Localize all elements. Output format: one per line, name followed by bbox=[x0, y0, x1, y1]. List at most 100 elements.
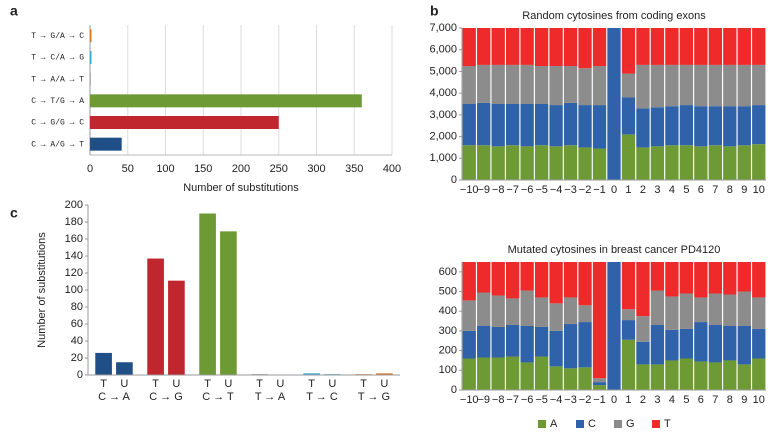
bar-segment bbox=[477, 145, 491, 180]
bar-segment bbox=[621, 73, 636, 98]
bar-segment bbox=[578, 68, 592, 106]
series-label: U bbox=[172, 378, 180, 390]
x-tick-label: −5 bbox=[535, 394, 548, 406]
bar-segment bbox=[694, 361, 708, 390]
bar-segment bbox=[506, 145, 520, 180]
bar-segment bbox=[737, 106, 751, 146]
x-tick-label: 0 bbox=[611, 184, 617, 196]
bar-segment bbox=[708, 28, 722, 65]
bar-segment bbox=[491, 64, 505, 104]
bar-segment bbox=[723, 294, 737, 326]
bar-segment bbox=[563, 297, 578, 325]
chart-title: Mutated cytosines in breast cancer PD412… bbox=[508, 244, 721, 256]
bar bbox=[303, 373, 320, 375]
x-tick-label: 0 bbox=[87, 163, 93, 175]
bar-segment bbox=[737, 145, 751, 180]
bar-segment bbox=[534, 297, 549, 327]
bar-segment bbox=[708, 262, 722, 294]
x-tick-label: 0 bbox=[611, 394, 617, 406]
x-tick-label: 150 bbox=[194, 163, 212, 175]
x-tick-label: −9 bbox=[477, 184, 490, 196]
bar-segment bbox=[694, 322, 708, 362]
bar-segment bbox=[723, 360, 737, 390]
bar-segment bbox=[506, 104, 520, 146]
bar-segment bbox=[636, 28, 650, 65]
bar-segment bbox=[462, 66, 476, 104]
y-tick-label: 600 bbox=[439, 266, 457, 278]
bar-segment bbox=[752, 105, 766, 145]
x-tick-label: 2 bbox=[640, 184, 646, 196]
bar-segment bbox=[491, 295, 505, 327]
bar-segment bbox=[506, 298, 520, 326]
y-tick-label: 100 bbox=[65, 284, 83, 296]
legend-label: C bbox=[588, 418, 596, 430]
y-tick-label: 2,000 bbox=[429, 130, 457, 142]
bar-segment bbox=[462, 358, 476, 390]
bar-segment bbox=[592, 262, 607, 379]
x-tick-label: −6 bbox=[521, 394, 534, 406]
bar-segment bbox=[650, 64, 665, 108]
bar-segment bbox=[520, 290, 534, 326]
bar-segment bbox=[549, 330, 563, 367]
bar-segment bbox=[520, 326, 534, 363]
bar-segment bbox=[636, 341, 650, 365]
x-tick-label: −9 bbox=[477, 394, 490, 406]
bar-segment bbox=[549, 366, 563, 390]
bar-segment bbox=[621, 320, 636, 340]
y-tick-label: 200 bbox=[65, 199, 83, 211]
series-label: T bbox=[360, 378, 367, 390]
x-tick-label: −6 bbox=[521, 184, 534, 196]
x-tick-label: −7 bbox=[506, 394, 519, 406]
x-tick-label: 50 bbox=[122, 163, 134, 175]
legend-swatch bbox=[614, 420, 622, 428]
category-label: C → A/G → T bbox=[31, 140, 84, 149]
bar-segment bbox=[737, 262, 751, 292]
bar bbox=[90, 137, 122, 151]
category-label: C → T/G → A bbox=[31, 97, 84, 106]
bar bbox=[220, 231, 237, 375]
bar-segment bbox=[723, 106, 737, 147]
x-tick-label: C → T bbox=[202, 391, 234, 403]
bar-segment bbox=[723, 326, 737, 361]
legend-swatch bbox=[576, 420, 584, 428]
panel-label: b bbox=[430, 3, 439, 19]
bar-segment bbox=[665, 28, 679, 65]
bar-segment bbox=[694, 297, 708, 323]
bar-segment bbox=[462, 145, 476, 180]
y-tick-label: 5,000 bbox=[429, 65, 457, 77]
bar-segment bbox=[520, 146, 534, 180]
bar-segment bbox=[708, 362, 722, 390]
y-tick-label: 0 bbox=[451, 174, 457, 186]
bar-segment bbox=[563, 324, 578, 369]
x-tick-label: 9 bbox=[741, 394, 747, 406]
x-tick-label: C → A bbox=[98, 391, 130, 403]
bar-segment bbox=[650, 364, 665, 390]
bar-segment bbox=[491, 104, 505, 147]
panel-label: a bbox=[10, 3, 18, 19]
bar-segment bbox=[506, 262, 520, 299]
bar-segment bbox=[563, 28, 578, 66]
bar-segment bbox=[621, 28, 636, 74]
bar-segment bbox=[621, 309, 636, 321]
bar-segment bbox=[520, 28, 534, 65]
x-tick-label: −5 bbox=[535, 184, 548, 196]
x-tick-label: T → A bbox=[255, 391, 286, 403]
chart-title: Random cytosines from coding exons bbox=[522, 10, 706, 22]
y-tick-label: 400 bbox=[439, 305, 457, 317]
bar-segment bbox=[578, 28, 592, 69]
bar-segment bbox=[737, 28, 751, 65]
bar-segment bbox=[477, 262, 491, 293]
bar-segment bbox=[592, 148, 607, 180]
bar-segment bbox=[665, 329, 679, 361]
x-tick-label: −4 bbox=[550, 394, 563, 406]
bar-segment bbox=[694, 28, 708, 65]
panel-label: c bbox=[10, 205, 18, 221]
x-tick-label: 5 bbox=[683, 184, 689, 196]
bar-segment bbox=[506, 356, 520, 390]
bar-segment bbox=[737, 291, 751, 326]
bar-segment bbox=[534, 145, 549, 180]
bar-segment bbox=[563, 102, 578, 146]
bar-segment bbox=[477, 64, 491, 103]
bar-segment bbox=[462, 28, 476, 66]
bar-segment bbox=[563, 368, 578, 390]
